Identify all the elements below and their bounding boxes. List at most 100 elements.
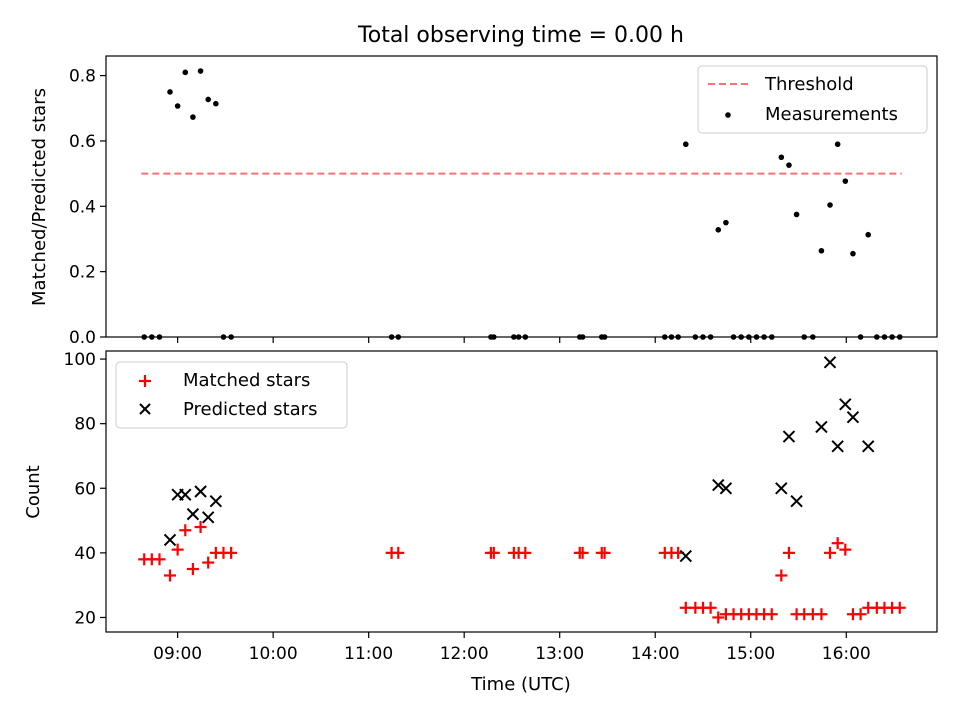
count-panel-frame	[105, 350, 938, 633]
predicted-star-point	[831, 440, 844, 453]
count-y-tick-label: 100	[64, 350, 96, 370]
measurement-point	[205, 96, 212, 103]
measurement-point	[167, 89, 173, 95]
ratio-legend: Threshold Measurements	[697, 65, 928, 134]
matched-star-point	[704, 601, 717, 614]
matched-star-point	[392, 546, 405, 559]
matched-star-point	[815, 608, 828, 621]
matched-star-point	[225, 546, 238, 559]
measurement-point	[715, 227, 722, 233]
figure-title: Total observing time = 0.00 h	[357, 23, 684, 48]
matched-legend-swatch	[139, 375, 151, 387]
predicted-star-point	[823, 356, 837, 369]
matched-star-point	[839, 543, 852, 556]
predicted-star-point	[782, 430, 796, 443]
matched-star-point	[712, 611, 725, 624]
measurement-point	[182, 69, 189, 76]
measurement-point	[190, 114, 196, 120]
matched-star-point	[519, 546, 532, 559]
time-x-tick-label: 15:00	[726, 644, 775, 664]
measurement-point	[842, 178, 849, 184]
count-y-tick-label: 80	[74, 415, 96, 435]
predicted-star-point	[839, 398, 852, 411]
measurement-point	[723, 219, 729, 226]
count-y-axis-label: Count	[23, 465, 44, 518]
measurement-point	[197, 68, 204, 74]
matched-star-point	[194, 521, 207, 534]
matched-star-point	[171, 543, 184, 556]
predicted-star-point	[194, 485, 207, 498]
ratio-y-tick-label: 0.8	[69, 67, 96, 87]
matched-star-point	[824, 546, 837, 559]
matched-legend-label: Matched stars	[183, 370, 310, 391]
matched-star-point	[893, 601, 906, 614]
ratio-y-tick-label: 0.2	[69, 263, 96, 283]
measurement-point	[865, 231, 872, 238]
measurement-point	[213, 100, 219, 107]
predicted-star-point	[862, 440, 875, 453]
count-y-tick-label: 60	[74, 479, 96, 499]
measurement-point	[778, 154, 785, 161]
matched-star-point	[576, 546, 589, 559]
ratio-y-tick-label: 0.0	[69, 328, 96, 348]
predicted-star-point	[186, 507, 200, 521]
measurement-point	[834, 141, 841, 148]
measurements-legend-label: Measurements	[765, 104, 898, 125]
matched-star-point	[487, 546, 500, 559]
measurement-point	[786, 162, 792, 168]
predicted-star-point	[209, 494, 223, 508]
count-y-tick-label: 20	[74, 608, 96, 628]
matched-star-point	[831, 537, 844, 550]
measurement-point	[850, 250, 856, 257]
predicted-star-point	[679, 549, 692, 563]
time-x-tick-label: 16:00	[822, 644, 871, 664]
measurements-legend-swatch	[725, 112, 731, 118]
ratio-panel: 0.00.20.40.60.8 Matched/Predicted stars …	[29, 55, 938, 348]
threshold-legend-label: Threshold	[764, 74, 854, 95]
measurement-point	[682, 141, 689, 148]
matched-star-point	[782, 546, 795, 559]
time-x-tick-label: 13:00	[535, 644, 584, 664]
time-x-axis: 09:00 10:00 11:00 12:00 13:00 14:00 15:00 16:00	[153, 632, 871, 664]
predicted-star-point	[163, 533, 177, 547]
ratio-y-axis: 0.0 0.2 0.4 0.6 0.8	[69, 67, 106, 348]
predicted-legend-label: Predicted stars	[183, 399, 317, 420]
matched-star-point	[179, 524, 192, 537]
ratio-y-tick-label: 0.6	[69, 132, 96, 152]
matched-star-point	[598, 546, 611, 559]
ratio-y-axis-label: Matched/Predicted stars	[29, 88, 50, 306]
predicted-star-point	[846, 411, 860, 424]
ratio-y-tick-label: 0.4	[69, 197, 96, 217]
predicted-star-point	[790, 494, 803, 508]
matched-star-point	[186, 563, 199, 576]
count-legend: Matched stars Predicted stars	[115, 361, 348, 429]
count-marks	[138, 356, 906, 624]
matched-star-point	[153, 553, 166, 566]
predicted-star-point	[712, 478, 725, 492]
x-axis-label: Time (UTC)	[470, 674, 571, 695]
ratio-x-ticks	[177, 337, 847, 343]
predicted-star-point	[775, 482, 788, 495]
predicted-star-point	[179, 488, 192, 501]
matched-star-point	[765, 608, 778, 621]
count-legend-box	[115, 361, 348, 429]
predicted-legend-swatch	[139, 403, 151, 415]
time-x-tick-label: 09:00	[153, 644, 202, 664]
predicted-star-point	[815, 420, 828, 434]
count-y-axis: 20 40 60 80 100	[64, 350, 106, 628]
time-x-tick-label: 12:00	[440, 644, 489, 664]
time-x-tick-label: 14:00	[631, 644, 680, 664]
measurement-point	[793, 211, 800, 218]
measurement-point	[827, 202, 833, 208]
matched-star-point	[854, 608, 867, 621]
matched-star-point	[775, 569, 788, 582]
matched-star-point	[202, 556, 215, 569]
ratio-panel-frame	[105, 55, 938, 338]
predicted-star-point	[719, 482, 733, 495]
ratio-legend-box	[697, 65, 928, 134]
count-panel: 20 40 60 80 100 09:00 10:00 11:00 12:00 13:00 14:…	[23, 350, 938, 695]
measurement-point	[174, 103, 181, 109]
measurement-point	[818, 247, 825, 254]
count-y-tick-label: 40	[74, 544, 96, 564]
